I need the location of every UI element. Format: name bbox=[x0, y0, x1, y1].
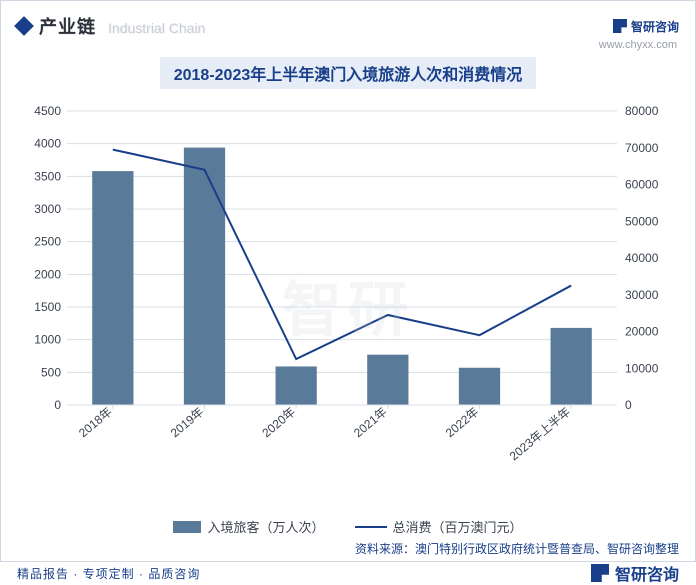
chart-title: 2018-2023年上半年澳门入境旅游人次和消费情况 bbox=[160, 57, 537, 89]
svg-text:4000: 4000 bbox=[34, 137, 61, 151]
diamond-bullet-icon bbox=[14, 16, 34, 36]
svg-text:0: 0 bbox=[625, 398, 632, 412]
svg-text:2000: 2000 bbox=[34, 267, 61, 281]
svg-text:70000: 70000 bbox=[625, 141, 659, 155]
svg-text:2023年上半年: 2023年上半年 bbox=[507, 405, 573, 464]
svg-text:60000: 60000 bbox=[625, 178, 659, 192]
svg-text:2018年: 2018年 bbox=[76, 405, 115, 441]
footer-text: 精品报告 · 专项定制 · 品质咨询 bbox=[17, 565, 200, 582]
svg-text:10000: 10000 bbox=[625, 361, 659, 375]
svg-text:50000: 50000 bbox=[625, 214, 659, 228]
brand-text: 智研咨询 bbox=[631, 18, 679, 35]
legend-line-swatch bbox=[355, 526, 387, 528]
site-url: www.chyxx.com bbox=[599, 39, 677, 51]
legend-line-label: 总消费（百万澳门元） bbox=[393, 517, 523, 536]
combo-chart: 智研 0500100015002000250030003500400045000… bbox=[17, 95, 679, 515]
svg-text:80000: 80000 bbox=[625, 104, 659, 118]
svg-text:2021年: 2021年 bbox=[351, 405, 390, 441]
svg-text:2022年: 2022年 bbox=[443, 405, 482, 441]
legend-bar-label: 入境旅客（万人次） bbox=[207, 517, 324, 536]
svg-text:40000: 40000 bbox=[625, 251, 659, 265]
legend-bar-swatch bbox=[173, 521, 201, 533]
svg-text:2019年: 2019年 bbox=[168, 405, 207, 441]
section-title: 产业链 Industrial Chain bbox=[39, 13, 205, 39]
svg-text:2020年: 2020年 bbox=[259, 405, 298, 441]
footer-brand: 智研咨询 bbox=[591, 561, 679, 585]
svg-text:500: 500 bbox=[41, 365, 61, 379]
footer-logo-icon bbox=[591, 564, 609, 582]
legend-bar-item: 入境旅客（万人次） bbox=[173, 517, 324, 536]
svg-text:3000: 3000 bbox=[34, 202, 61, 216]
svg-text:20000: 20000 bbox=[625, 325, 659, 339]
svg-text:1500: 1500 bbox=[34, 300, 61, 314]
svg-text:2500: 2500 bbox=[34, 235, 61, 249]
brand-logo-icon bbox=[613, 19, 627, 33]
source-text: 资料来源：澳门特别行政区政府统计暨普查局、智研咨询整理 bbox=[17, 540, 679, 557]
svg-text:30000: 30000 bbox=[625, 288, 659, 302]
section-title-cn: 产业链 bbox=[39, 17, 96, 37]
svg-text:3500: 3500 bbox=[34, 169, 61, 183]
brand-small: 智研咨询 bbox=[613, 18, 679, 35]
legend-line-item: 总消费（百万澳门元） bbox=[355, 517, 523, 536]
svg-text:1000: 1000 bbox=[34, 333, 61, 347]
legend: 入境旅客（万人次） 总消费（百万澳门元） bbox=[17, 517, 679, 536]
footer-brand-text: 智研咨询 bbox=[615, 561, 679, 585]
svg-text:0: 0 bbox=[54, 398, 61, 412]
section-title-en: Industrial Chain bbox=[108, 20, 205, 36]
svg-text:4500: 4500 bbox=[34, 104, 61, 118]
